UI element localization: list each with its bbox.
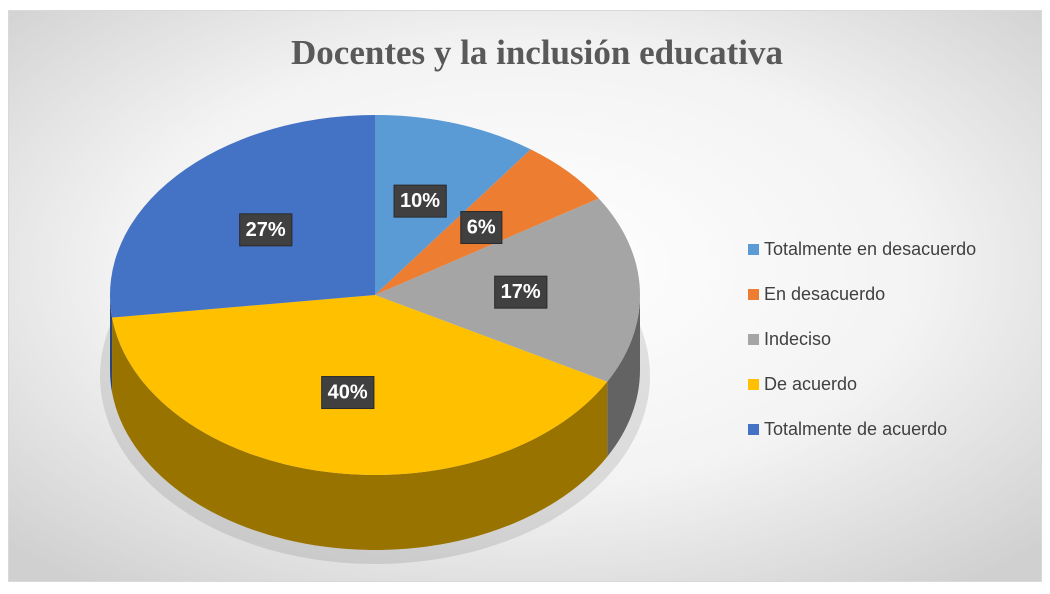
label-box xyxy=(460,211,503,245)
data-label: 17% xyxy=(501,281,541,303)
legend-label: Indeciso xyxy=(764,329,831,349)
legend-swatch xyxy=(748,244,759,255)
slice-side xyxy=(112,317,608,550)
label-box xyxy=(321,376,375,410)
slice xyxy=(375,115,531,295)
legend-label: En desacuerdo xyxy=(764,284,885,304)
legend-swatch xyxy=(748,379,759,390)
data-label: 6% xyxy=(467,217,496,239)
legend-swatch xyxy=(748,289,759,300)
data-label: 10% xyxy=(400,190,440,212)
data-label: 27% xyxy=(246,219,286,241)
data-label: 40% xyxy=(328,382,368,404)
legend-swatch xyxy=(748,424,759,435)
legend-swatch xyxy=(748,334,759,345)
slice-side xyxy=(607,295,640,457)
slice-side xyxy=(110,295,113,393)
legend-label: De acuerdo xyxy=(764,374,857,394)
label-box xyxy=(393,184,447,218)
legend-label: Totalmente en desacuerdo xyxy=(764,239,976,259)
legend-label: Totalmente de acuerdo xyxy=(764,419,947,439)
label-box xyxy=(239,213,293,247)
label-box xyxy=(494,275,548,309)
chart-title: Docentes y la inclusión educativa xyxy=(291,33,783,72)
